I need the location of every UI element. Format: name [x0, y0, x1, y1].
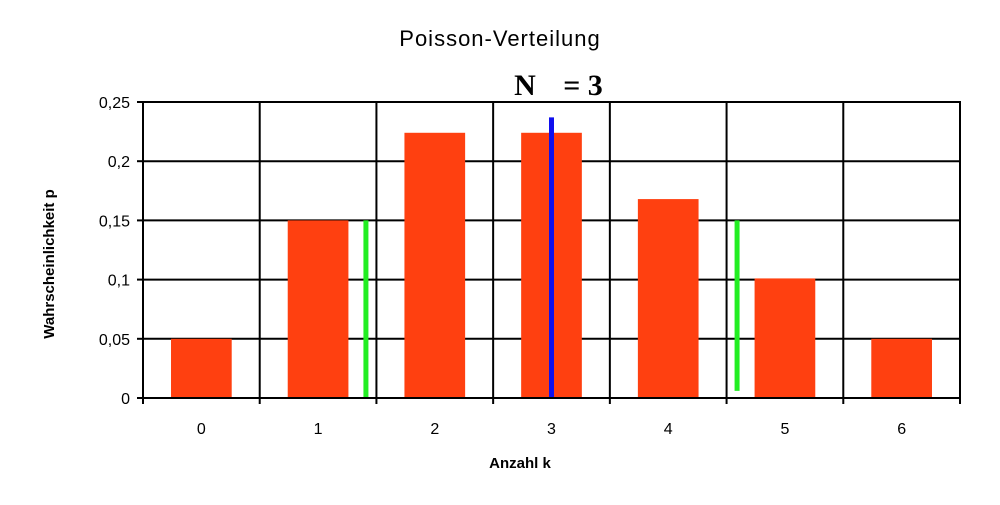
- chart-title: Poisson-Verteilung: [399, 26, 600, 51]
- y-tick-label: 0,25: [99, 95, 130, 112]
- tick-labels: 0 1 2 3 4 5 6 0 0,05 0,1 0,15 0,2 0,25: [99, 95, 906, 438]
- bar: [754, 278, 816, 398]
- y-tick-label: 0,15: [99, 213, 130, 230]
- bar: [171, 338, 232, 398]
- x-tick-label: 4: [664, 421, 673, 438]
- x-tick-label: 0: [197, 421, 206, 438]
- y-axis-label: Wahrscheinlichkeit p: [41, 189, 58, 338]
- bar: [637, 199, 699, 398]
- y-tick-label: 0,2: [108, 154, 130, 171]
- x-tick-label: 5: [780, 421, 789, 438]
- chart-subtitle-value: = 3: [563, 69, 603, 102]
- chart-subtitle-symbol: N: [514, 69, 536, 102]
- y-tick-label: 0,1: [108, 273, 130, 290]
- axes: [137, 101, 961, 404]
- y-tick-label: 0,05: [99, 332, 130, 349]
- y-tick-label: 0: [121, 391, 130, 408]
- x-axis-label: Anzahl k: [489, 455, 551, 472]
- bar: [871, 338, 932, 398]
- bar: [287, 220, 349, 398]
- x-tick-label: 1: [314, 421, 323, 438]
- x-tick-label: 6: [897, 421, 906, 438]
- markers: [363, 117, 740, 398]
- x-tick-label: 2: [430, 421, 439, 438]
- x-tick-label: 3: [547, 421, 556, 438]
- bar: [404, 132, 466, 398]
